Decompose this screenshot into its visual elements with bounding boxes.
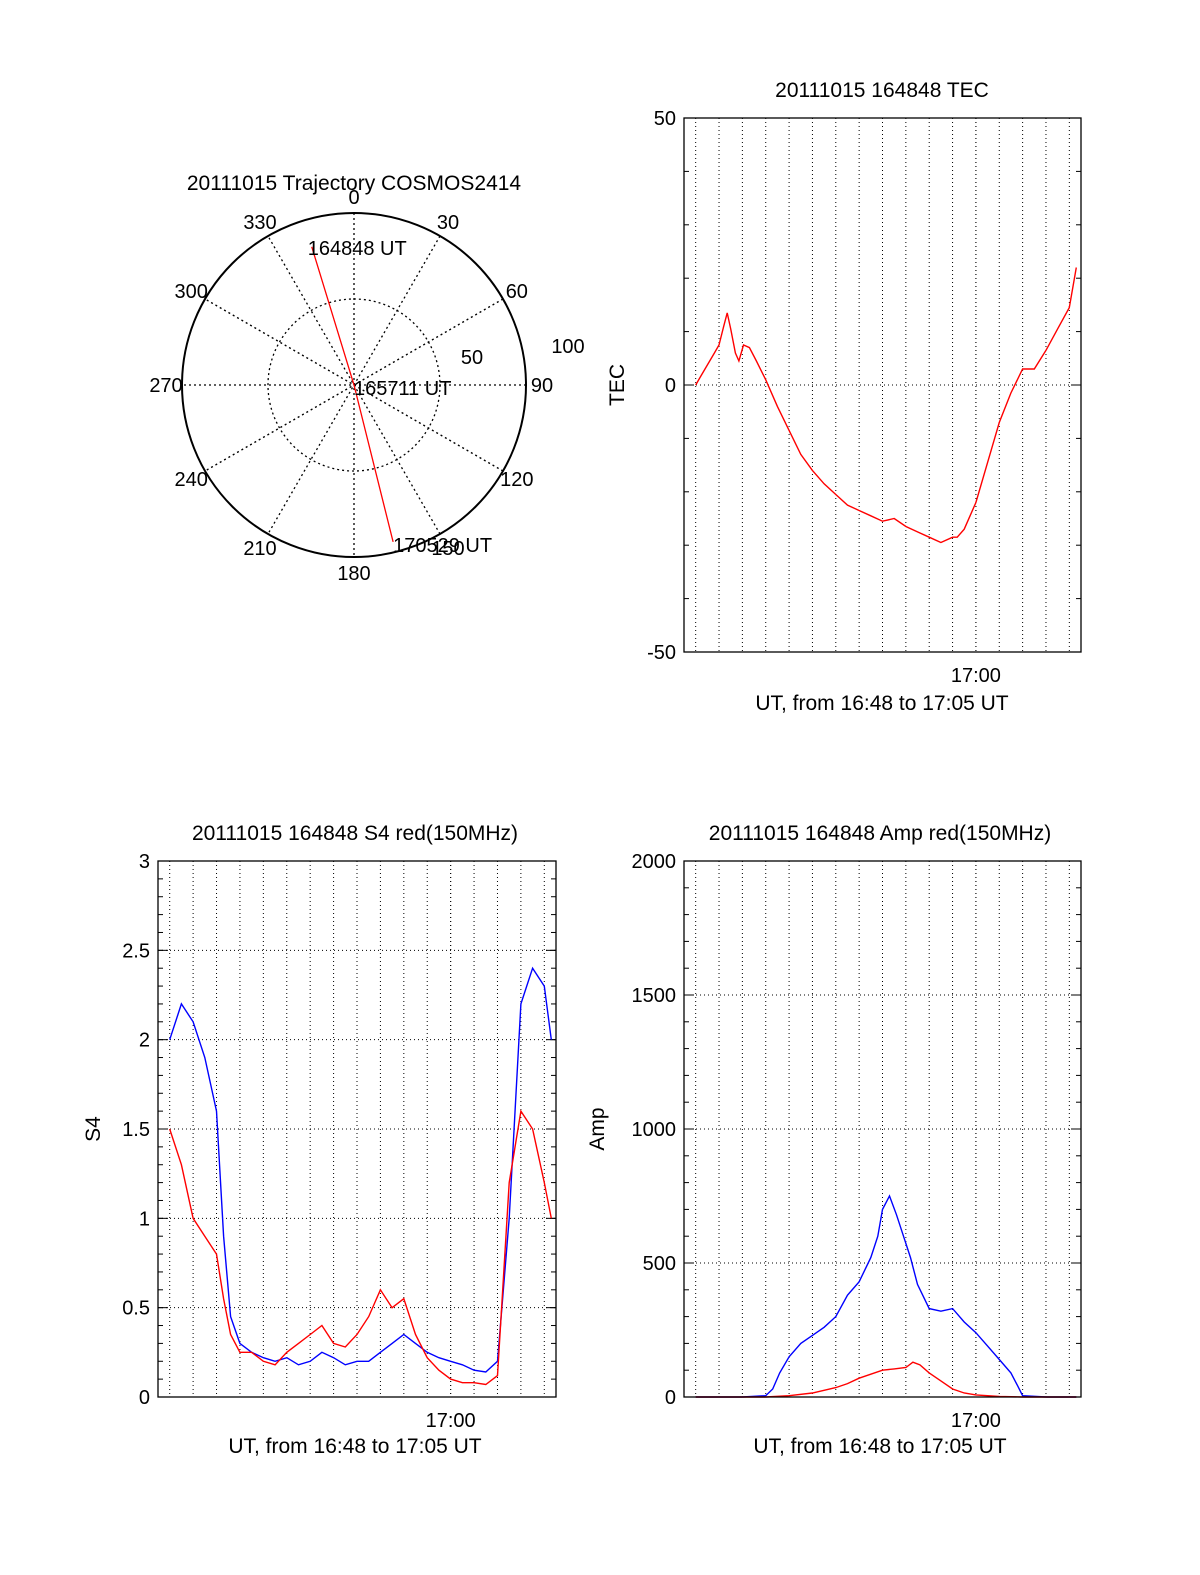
y-tick-label: 1 [139, 1208, 150, 1230]
y-tick-label: -50 [647, 642, 676, 664]
y-tick-label: 0 [665, 375, 676, 397]
y-tick-label: 500 [643, 1253, 676, 1275]
s4-chart: 20111015 164848 S4 red(150MHz) UT, from … [82, 822, 557, 1458]
polar-time-label: 164848 UT [308, 238, 407, 260]
amp-x-axis-label: UT, from 16:48 to 17:05 UT [753, 1435, 1006, 1458]
y-tick-label: 1.5 [122, 1119, 150, 1141]
y-tick-label: 3 [139, 851, 150, 873]
tec-y-axis-label: TEC [606, 364, 629, 406]
polar-chart-title: 20111015 Trajectory COSMOS2414 [187, 172, 522, 195]
x-tick-label: 17:00 [951, 665, 1001, 687]
y-tick-label: 1500 [632, 985, 677, 1007]
tec-x-axis-label: UT, from 16:48 to 17:05 UT [755, 692, 1008, 715]
y-tick-label: 0 [665, 1387, 676, 1409]
y-tick-label: 1000 [632, 1119, 677, 1141]
polar-angle-label: 270 [149, 375, 182, 397]
s4-chart-title: 20111015 164848 S4 red(150MHz) [192, 822, 518, 845]
amp-chart-title: 20111015 164848 Amp red(150MHz) [709, 822, 1051, 845]
y-tick-label: 50 [654, 108, 676, 130]
tec-chart-title: 20111015 164848 TEC [775, 79, 989, 102]
plot-frame [683, 860, 1082, 1398]
tec-chart: 20111015 164848 TEC UT, from 16:48 to 17… [606, 79, 1082, 715]
y-tick-label: 2.5 [122, 940, 150, 962]
polar-angle-label: 240 [174, 469, 207, 491]
red-series-line [695, 267, 1077, 544]
polar-time-label: 170529 UT [393, 535, 492, 557]
plot-frame [683, 117, 1082, 653]
tec-plot-area: 50 0 -50 17:00 [647, 108, 1082, 687]
polar-angle-label: 150 [431, 538, 464, 560]
y-tick-label: 2000 [632, 851, 677, 873]
polar-angle-label: 60 [506, 281, 528, 303]
s4-plot-area: 0 0.5 1 1.5 2 2.5 3 17:00 [122, 851, 557, 1432]
polar-angle-label: 330 [243, 212, 276, 234]
amp-plot-area: 0 500 1000 1500 2000 17:00 [632, 851, 1082, 1432]
blue-series-line [695, 1194, 1077, 1398]
polar-angle-label: 120 [500, 469, 533, 491]
blue-series-line [169, 966, 552, 1373]
polar-radial-label: 100 [551, 336, 584, 358]
polar-angle-label: 180 [337, 563, 370, 585]
polar-angle-label: 210 [243, 538, 276, 560]
polar-angle-label: 30 [437, 212, 459, 234]
x-tick-label: 17:00 [951, 1410, 1001, 1432]
polar-series: 164848 UT 165711 UT 170529 UT [308, 238, 492, 557]
polar-angle-label: 90 [531, 375, 553, 397]
red-series-line [169, 1109, 552, 1386]
amp-y-axis-label: Amp [586, 1107, 609, 1150]
polar-angle-label: 0 [348, 187, 359, 209]
s4-y-axis-label: S4 [82, 1116, 105, 1142]
polar-angle-label: 300 [174, 281, 207, 303]
polar-radial-label: 50 [461, 347, 483, 369]
polar-trajectory-chart: 20111015 Trajectory COSMOS2414 0 30 60 90 12… [149, 172, 584, 585]
plot-frame [157, 860, 557, 1398]
s4-x-axis-label: UT, from 16:48 to 17:05 UT [228, 1435, 481, 1458]
polar-trajectory-line [311, 246, 394, 543]
red-series-line [695, 1361, 1077, 1398]
y-tick-label: 0 [139, 1387, 150, 1409]
polar-time-label: 165711 UT [354, 378, 451, 400]
x-tick-label: 17:00 [426, 1410, 476, 1432]
amp-chart: 20111015 164848 Amp red(150MHz) UT, from… [586, 822, 1082, 1458]
y-tick-label: 2 [139, 1030, 150, 1052]
polar-angle-labels: 0 30 60 90 120 150 180 210 240 270 300 330 50 100 [149, 187, 584, 585]
y-tick-label: 0.5 [122, 1298, 150, 1320]
